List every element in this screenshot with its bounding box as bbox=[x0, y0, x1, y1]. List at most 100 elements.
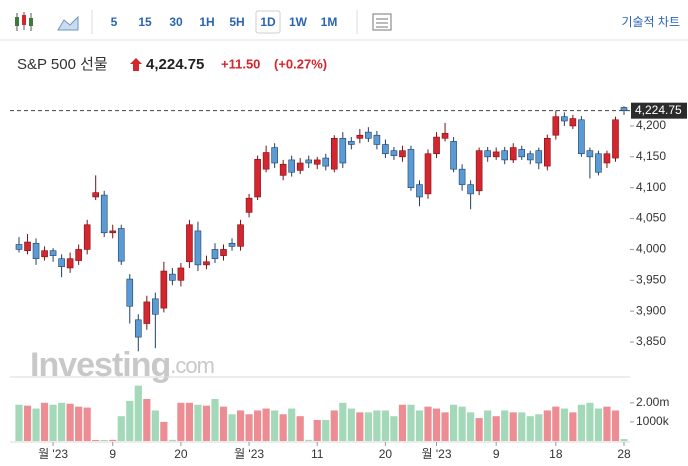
candle-body bbox=[433, 136, 440, 155]
x-tick-label: 20 bbox=[174, 447, 188, 461]
candle-body bbox=[330, 138, 338, 170]
volume-bar bbox=[185, 402, 194, 441]
candle-body bbox=[66, 258, 74, 269]
interval-button[interactable]: 1W bbox=[289, 15, 308, 29]
interval-button[interactable]: 5H bbox=[229, 15, 244, 29]
volume-bar bbox=[23, 405, 32, 441]
watermark-brand: Investing bbox=[30, 346, 170, 384]
candle-body bbox=[569, 118, 577, 127]
candle-body bbox=[484, 150, 491, 158]
interval-button[interactable]: 1M bbox=[321, 15, 338, 29]
candle-body bbox=[58, 258, 65, 268]
candle-body bbox=[24, 241, 31, 251]
volume-bar bbox=[75, 406, 83, 441]
volume-bar bbox=[467, 412, 475, 441]
candle-body bbox=[620, 107, 628, 111]
y-tick-label: 3,900 bbox=[636, 303, 666, 317]
volume-bar bbox=[347, 408, 355, 441]
volume-bar bbox=[313, 420, 321, 441]
candle-body bbox=[578, 119, 585, 155]
candle-body bbox=[83, 224, 91, 250]
candle-body bbox=[126, 278, 134, 307]
candle-body bbox=[526, 153, 534, 161]
volume-bar bbox=[49, 404, 57, 441]
candle-body bbox=[612, 119, 619, 159]
candle-body bbox=[552, 116, 560, 136]
volume-bar bbox=[518, 412, 526, 441]
candle-body bbox=[603, 153, 611, 164]
y-tick-label: 4,050 bbox=[636, 211, 666, 225]
candle-body bbox=[203, 261, 210, 266]
candle-body bbox=[535, 150, 543, 164]
volume-y-tick-label: 2.00m bbox=[636, 395, 669, 409]
candle-body bbox=[194, 230, 202, 266]
candle-body bbox=[305, 159, 313, 164]
volume-bar bbox=[151, 410, 159, 441]
volume-bar bbox=[126, 400, 134, 441]
technical-chart-button[interactable]: 기술적 차트 bbox=[621, 15, 680, 29]
candle-body bbox=[450, 141, 457, 170]
volume-bar bbox=[415, 410, 424, 441]
interval-button[interactable]: 1H bbox=[199, 15, 214, 29]
change: +11.50 bbox=[221, 56, 260, 71]
candle-body bbox=[322, 157, 330, 167]
y-tick-label: 4,150 bbox=[636, 149, 666, 163]
candle-body bbox=[254, 158, 261, 198]
candle-body bbox=[262, 152, 270, 170]
candle-body bbox=[441, 133, 449, 139]
volume-bar bbox=[32, 408, 40, 441]
candle-body bbox=[492, 151, 500, 158]
candle-body bbox=[544, 138, 551, 167]
candle-body bbox=[416, 184, 423, 198]
interval-button[interactable]: 30 bbox=[169, 15, 183, 29]
volume-bar bbox=[356, 412, 364, 441]
last-price: 4,224.75 bbox=[146, 56, 204, 73]
volume-bar bbox=[245, 414, 253, 441]
candle-body bbox=[586, 150, 594, 158]
volume-bar bbox=[143, 399, 151, 441]
x-tick-label: 월 '23 bbox=[38, 447, 68, 461]
interval-button[interactable]: 15 bbox=[138, 15, 152, 29]
volume-bar bbox=[160, 421, 168, 441]
candle-body bbox=[152, 298, 159, 315]
candle-body bbox=[399, 150, 406, 158]
candle-body bbox=[186, 224, 193, 263]
candle-body bbox=[561, 116, 568, 122]
candle-icon[interactable] bbox=[15, 12, 33, 31]
candle-body bbox=[220, 249, 227, 256]
candle-body bbox=[160, 270, 168, 309]
candle-body bbox=[279, 163, 287, 176]
candle-body bbox=[32, 242, 40, 259]
volume-bar bbox=[194, 404, 202, 441]
volume-bar bbox=[424, 406, 432, 441]
volume-bar bbox=[330, 410, 338, 441]
candle-body bbox=[475, 150, 483, 192]
volume-bar bbox=[236, 410, 245, 441]
candle-body bbox=[211, 249, 219, 259]
volume-bar bbox=[92, 440, 100, 441]
volume-bar bbox=[211, 399, 219, 441]
volume-bar bbox=[620, 439, 628, 441]
volume-bar bbox=[484, 410, 492, 441]
candle-body bbox=[92, 192, 99, 198]
volume-bar bbox=[577, 404, 585, 441]
volume-bar bbox=[492, 416, 500, 441]
x-tick-label: 18 bbox=[549, 447, 563, 461]
candle-body bbox=[382, 144, 389, 155]
y-tick-label: 4,000 bbox=[636, 242, 666, 256]
settings-icon[interactable] bbox=[372, 13, 392, 31]
candle-body bbox=[41, 250, 48, 258]
area-icon[interactable] bbox=[57, 15, 79, 31]
volume-bar bbox=[501, 410, 509, 441]
interval-button[interactable]: 5 bbox=[111, 15, 118, 29]
interval-button[interactable]: 1D bbox=[260, 15, 276, 29]
selected-interval-bg bbox=[255, 10, 281, 34]
candle-body bbox=[365, 131, 372, 139]
candle-body bbox=[424, 153, 432, 195]
volume-bar bbox=[390, 416, 398, 441]
candle-body bbox=[109, 230, 117, 234]
volume-bar bbox=[202, 405, 211, 441]
volume-bar bbox=[219, 406, 228, 441]
volume-bar bbox=[253, 410, 262, 441]
candle-body bbox=[373, 134, 381, 145]
